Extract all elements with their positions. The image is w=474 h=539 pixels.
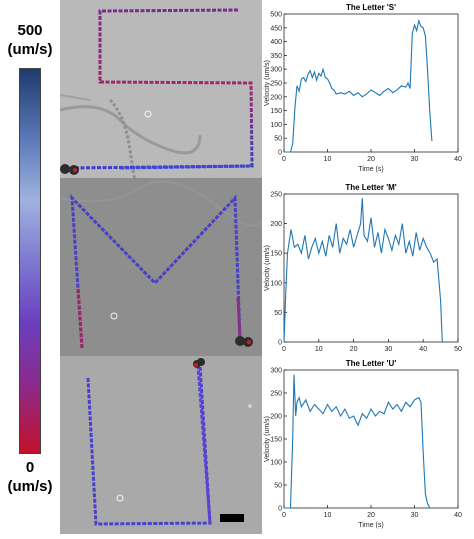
y-axis-label: Velocity (um/s) (264, 60, 271, 106)
micrograph-m (60, 178, 262, 356)
plot-area (283, 193, 459, 343)
plot-area (283, 369, 459, 509)
y-tick-label: 250 (270, 81, 282, 88)
y-tick-label: 50 (274, 136, 282, 143)
colorbar-max-label: 500 (17, 22, 43, 39)
series-line (284, 374, 431, 509)
x-tick-label: 10 (324, 156, 332, 163)
scale-bar (220, 514, 244, 522)
y-tick-label: 0 (278, 150, 282, 157)
x-tick-label: 10 (324, 512, 332, 519)
y-tick-label: 300 (270, 67, 282, 74)
micrograph-u (60, 356, 262, 534)
x-tick-label: 30 (385, 346, 393, 353)
y-tick-label: 50 (274, 483, 282, 490)
y-tick-label: 100 (270, 122, 282, 129)
y-tick-label: 250 (270, 192, 282, 199)
y-tick-label: 200 (270, 414, 282, 421)
series-line (283, 198, 443, 343)
particle-start-marker-s (60, 164, 70, 174)
x-tick-label: 30 (411, 512, 419, 519)
chart-letter-s: The Letter 'S' 0 10 20 30 40 0 50 100 150 200 250 30… (262, 0, 474, 178)
y-tick-label: 0 (278, 340, 282, 347)
micrograph-s (60, 0, 262, 178)
y-tick-label: 300 (270, 368, 282, 375)
colorbar-min-label: 0 (25, 459, 35, 476)
y-tick-label: 100 (270, 280, 282, 287)
colorbar-gradient (19, 68, 41, 454)
x-tick-label: 0 (282, 512, 286, 519)
x-axis-label: Time (s) (358, 166, 383, 173)
y-axis-label: Velocity (um/s) (264, 245, 271, 291)
x-tick-label: 50 (454, 346, 462, 353)
chart-title: The Letter 'U' (346, 359, 397, 368)
x-tick-label: 30 (411, 156, 419, 163)
y-tick-label: 150 (270, 437, 282, 444)
y-tick-label: 450 (270, 25, 282, 32)
y-tick-label: 200 (270, 94, 282, 101)
x-tick-label: 20 (367, 512, 375, 519)
y-tick-label: 400 (270, 39, 282, 46)
y-tick-label: 200 (270, 221, 282, 228)
y-tick-label: 50 (274, 310, 282, 317)
x-tick-label: 40 (454, 512, 462, 519)
chart-title: The Letter 'M' (345, 183, 396, 192)
x-axis-label: Time (s) (358, 522, 383, 529)
x-tick-label: 0 (282, 346, 286, 353)
particle-start-marker-m (235, 336, 245, 346)
colorbar-max-unit: (um/s) (7, 41, 53, 58)
x-tick-label: 40 (454, 156, 462, 163)
series-line (284, 19, 433, 153)
x-tick-label: 10 (315, 346, 323, 353)
chart-letter-m: The Letter 'M' 0 10 20 30 40 50 0 50 100 150 200 250… (262, 178, 474, 363)
y-tick-label: 0 (278, 506, 282, 513)
x-tick-label: 0 (282, 156, 286, 163)
y-axis-label: Velocity (um/s) (264, 416, 271, 462)
y-tick-label: 250 (270, 391, 282, 398)
y-tick-label: 350 (270, 53, 282, 60)
plot-area (283, 13, 459, 153)
chart-title: The Letter 'S' (346, 3, 396, 12)
y-tick-label: 500 (270, 12, 282, 19)
colorbar-min-unit: (um/s) (7, 478, 53, 495)
chart-letter-u: The Letter 'U' 0 10 20 30 40 0 50 100 150 200 250 30… (262, 356, 474, 534)
y-tick-label: 150 (270, 251, 282, 258)
x-tick-label: 20 (350, 346, 358, 353)
y-tick-label: 100 (270, 460, 282, 467)
x-tick-label: 20 (367, 156, 375, 163)
x-tick-label: 40 (419, 346, 427, 353)
y-tick-label: 150 (270, 108, 282, 115)
